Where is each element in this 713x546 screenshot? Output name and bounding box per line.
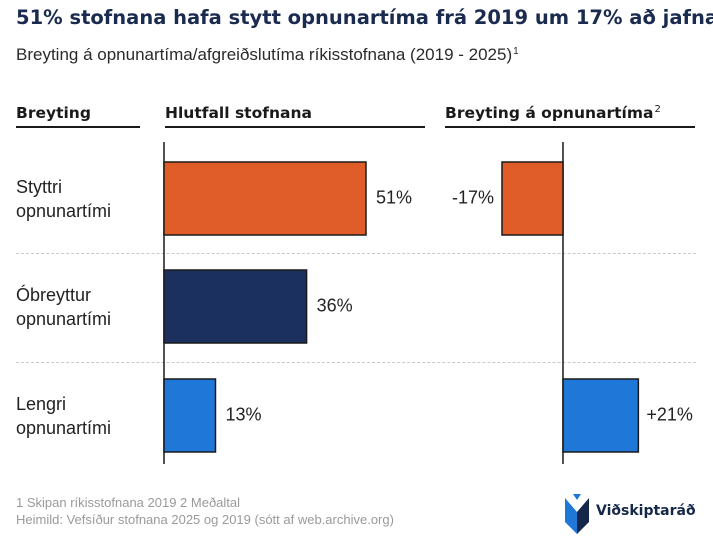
row-label-line: Styttri (16, 177, 63, 197)
column-header-hours-marker: 2 (654, 104, 661, 115)
column-header-hours: Breyting á opnunartíma2 (445, 104, 661, 122)
row-label-line: opnunartími (16, 418, 112, 438)
row-label-longer: Lengri opnunartími (16, 392, 156, 440)
subtitle-text: Breyting á opnunartíma/afgreiðslutíma rí… (16, 45, 513, 64)
header-rule-change (16, 126, 140, 128)
row-label-unchanged: Óbreyttur opnunartími (16, 283, 156, 331)
hours-bar-negative (501, 161, 564, 236)
logo-text: Viðskiptaráð (596, 503, 696, 519)
row-label-line: opnunartími (16, 201, 112, 221)
share-bar (163, 269, 308, 344)
share-bar (163, 161, 367, 236)
share-value-label: 36% (317, 295, 353, 315)
hours-value-label: -17% (452, 187, 494, 207)
share-bar (163, 378, 217, 453)
chart-subtitle: Breyting á opnunartíma/afgreiðslutíma rí… (16, 45, 519, 65)
row-label-line: opnunartími (16, 309, 112, 329)
subtitle-footnote-marker: 1 (513, 46, 519, 57)
row-separator (16, 362, 696, 363)
share-bars: 51% 36% 13% (163, 161, 412, 453)
column-header-change: Breyting (16, 104, 91, 122)
share-value-label: 13% (225, 404, 261, 424)
header-rule-share (165, 126, 425, 128)
row-label-line: Lengri (16, 394, 67, 414)
chart-title: 51% stofnana hafa stytt opnunartíma frá … (16, 6, 713, 29)
row-label-shorter: Styttri opnunartími (16, 175, 156, 223)
share-value-label: 51% (376, 187, 412, 207)
footnote-source: Heimild: Vefsíður stofnana 2025 og 2019 … (16, 512, 394, 527)
footnote: 1 Skipan ríkisstofnana 2019 2 Meðaltal H… (16, 494, 394, 528)
column-header-hours-text: Breyting á opnunartíma (445, 104, 654, 122)
hours-value-label: +21% (646, 404, 693, 424)
header-rule-hours (445, 126, 695, 128)
footnote-line: 1 Skipan ríkisstofnana 2019 2 Meðaltal (16, 495, 241, 510)
column-header-share: Hlutfall stofnana (165, 104, 312, 122)
vidskiptarad-logo-icon (565, 494, 589, 534)
hours-bars: -17% +21% (452, 161, 693, 453)
row-separator (16, 253, 696, 254)
row-label-line: Óbreyttur (16, 285, 92, 305)
hours-bar-positive (562, 378, 640, 453)
